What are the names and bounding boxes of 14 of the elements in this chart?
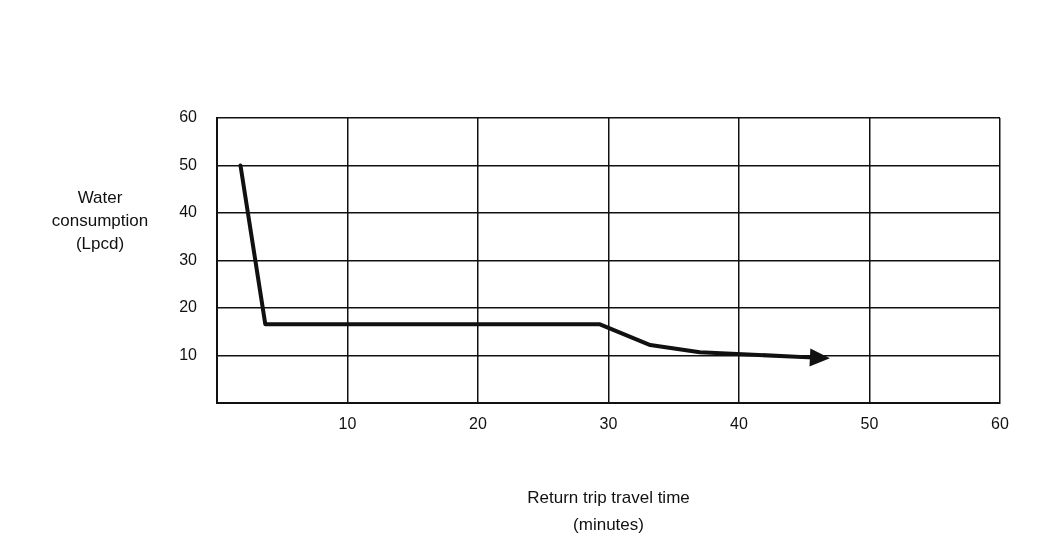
y-tick-label: 50 bbox=[179, 155, 198, 173]
x-axis-title: Return trip travel time (minutes) bbox=[527, 487, 690, 534]
x-tick-label: 10 bbox=[338, 415, 357, 433]
y-tick-label: 30 bbox=[179, 250, 198, 268]
y-tick-label: 60 bbox=[179, 108, 198, 126]
x-tick-label: 40 bbox=[730, 415, 748, 433]
x-tick-label: 30 bbox=[599, 415, 618, 433]
y-tick-label: 40 bbox=[179, 203, 198, 221]
x-tick-label: 60 bbox=[991, 415, 1009, 433]
x-tick-label: 50 bbox=[860, 415, 879, 433]
y-tick-label: 10 bbox=[179, 345, 198, 363]
y-axis-title: Water consumption (Lpcd) bbox=[51, 187, 149, 253]
x-tick-label: 20 bbox=[469, 415, 487, 433]
y-tick-label: 20 bbox=[179, 298, 198, 316]
